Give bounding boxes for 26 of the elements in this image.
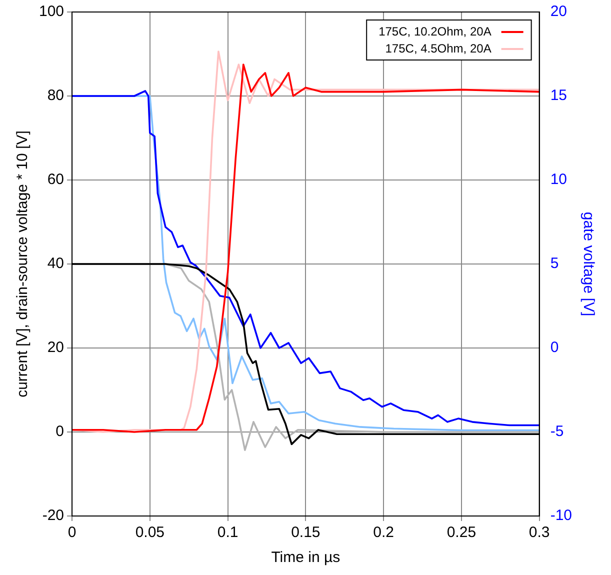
y-tick-label: 60 (47, 171, 64, 188)
x-tick-label: 0 (68, 524, 76, 542)
y-tick-label: 100 (38, 3, 64, 20)
y2-tick-label: -5 (550, 423, 564, 440)
x-tick-label: 0.05 (135, 524, 165, 542)
y-tick-label: 40 (47, 255, 64, 272)
x-tick-label: 0.3 (528, 524, 550, 542)
y2-tick-label: -10 (550, 507, 572, 524)
x-tick-label: 0.15 (291, 524, 320, 542)
legend-label: 175C, 10.2Ohm, 20A (378, 24, 492, 38)
y2-tick-label: 5 (550, 255, 559, 272)
x-tick-label: 0.2 (373, 524, 394, 542)
legend-label: 175C, 4.5Ohm, 20A (385, 41, 492, 56)
y2-tick-label: 15 (550, 87, 568, 104)
x-tick-label: 0.1 (217, 524, 238, 542)
x-axis-title: Time in µs (271, 549, 340, 566)
y-tick-label: 20 (47, 339, 64, 356)
y2-tick-label: 10 (550, 171, 568, 188)
y2-tick-label: 0 (550, 339, 559, 356)
y-tick-label: -20 (42, 507, 64, 524)
x-tick-label: 0.25 (446, 524, 476, 542)
y2-tick-label: 20 (550, 3, 568, 20)
y2-axis-title: gate voltage [V] (580, 212, 597, 316)
y-tick-label: 80 (47, 87, 64, 104)
y-axis-title: current [V], drain-source voltage * 10 [V] (14, 130, 32, 398)
y-tick-label: 0 (56, 423, 64, 440)
